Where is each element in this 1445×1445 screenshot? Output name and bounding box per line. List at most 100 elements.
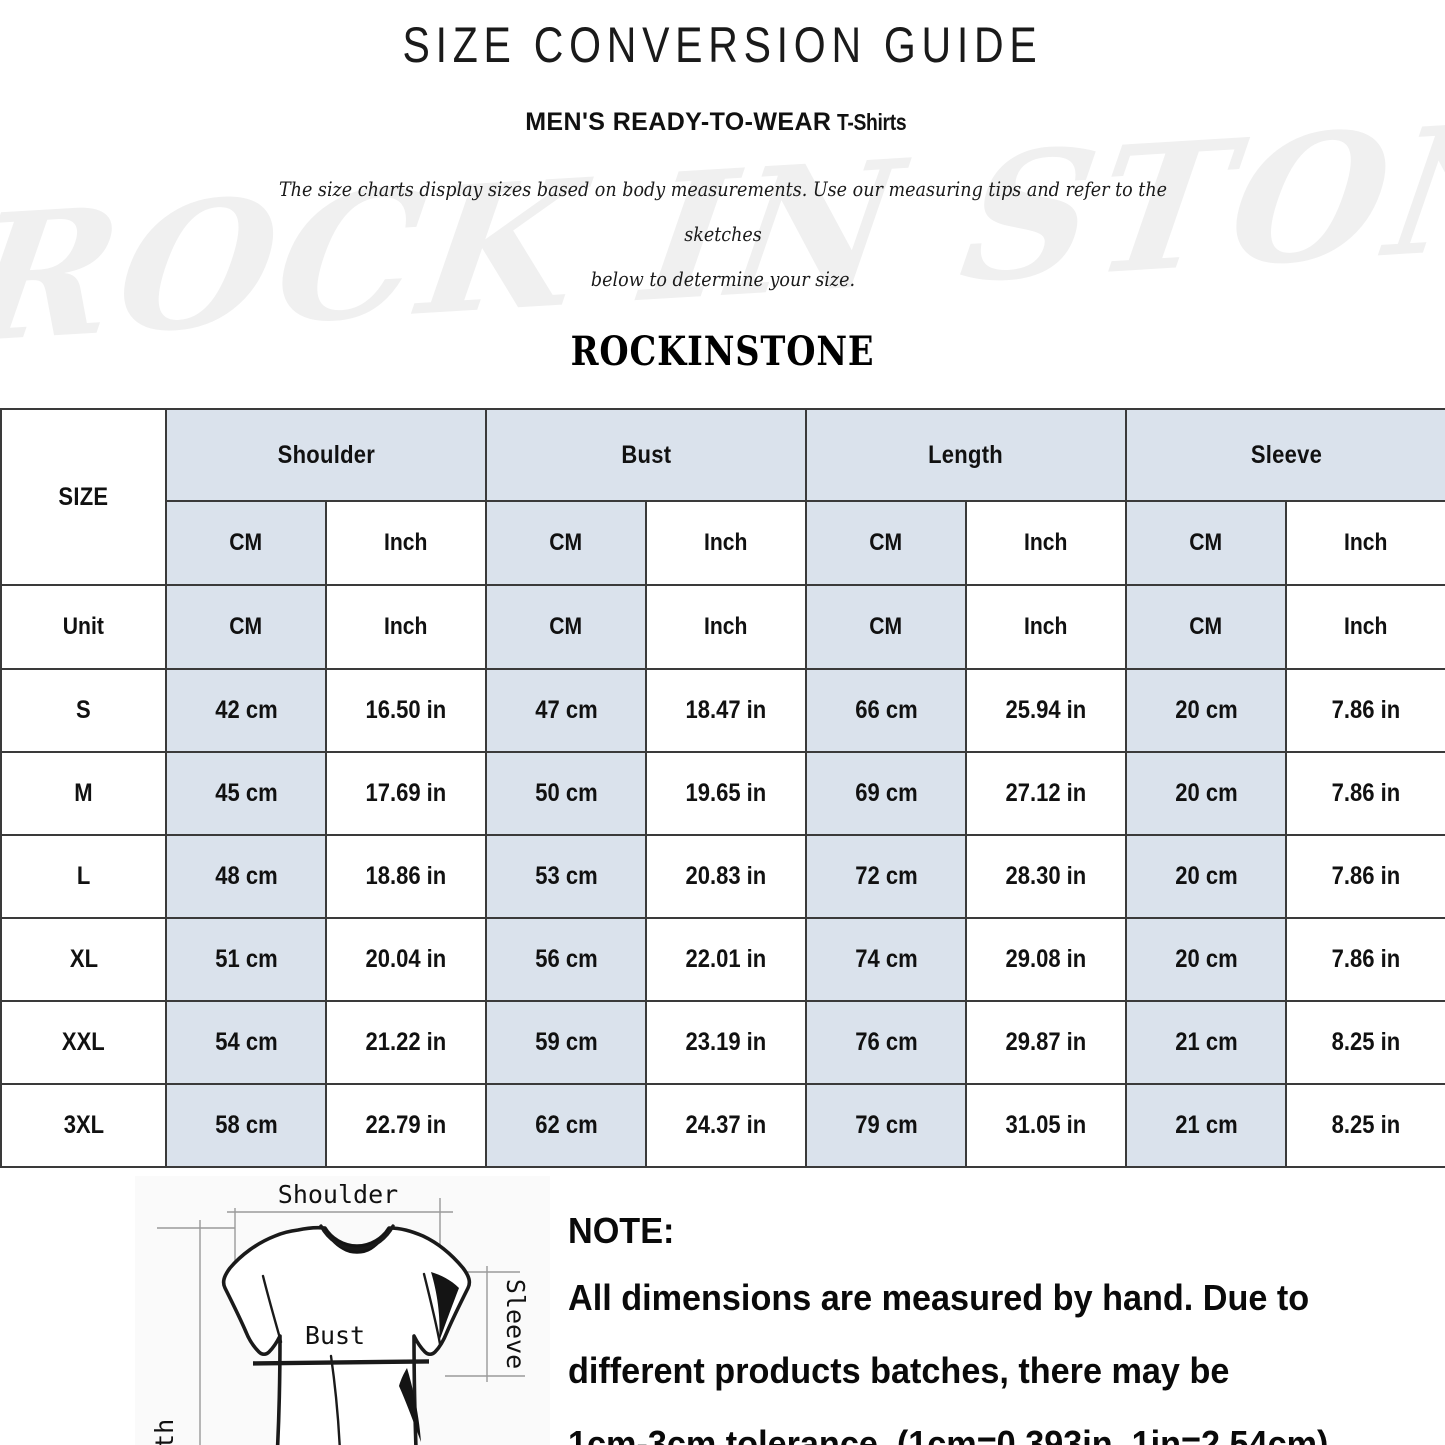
header-unit-shoulder-cm: CM (165, 500, 327, 586)
table-row: L 48 cm 18.86 in 53 cm 20.83 in 72 cm 28.30 in… (0, 834, 1445, 919)
cell-measure: 7.86 in (1285, 751, 1445, 836)
unit-sleeve-cm: CM (1125, 584, 1288, 670)
header-group-bust: Bust (484, 408, 808, 502)
header-group-length: Length (805, 408, 1128, 502)
header-unit-sleeve-cm: CM (1125, 500, 1288, 586)
cell-size: M (0, 751, 167, 836)
unit-bust-inch: Inch (644, 584, 808, 670)
brand-name: ROCKINSTONE (570, 328, 875, 375)
page-title: SIZE CONVERSION GUIDE (402, 17, 1043, 73)
table-row: M 45 cm 17.69 in 50 cm 19.65 in 69 cm 27.12 in… (0, 751, 1445, 836)
cell-measure: 28.30 in (965, 834, 1128, 919)
header-unit-shoulder-inch: Inch (325, 500, 487, 586)
cell-measure: 50 cm (485, 751, 647, 836)
cell-measure: 20 cm (1125, 917, 1288, 1002)
header-size: SIZE (0, 408, 167, 586)
cell-measure: 18.86 in (325, 834, 487, 919)
cell-measure: 20.04 in (325, 917, 487, 1002)
cell-measure: 18.47 in (644, 668, 808, 753)
figure-label-bust: Bust (305, 1321, 365, 1350)
cell-measure: 27.12 in (965, 751, 1128, 836)
cell-measure: 7.86 in (1285, 917, 1445, 1002)
description-line-2: below to determine your size. (590, 268, 855, 291)
note-line-2: different products batches, there may be (568, 1350, 1230, 1391)
cell-measure: 66 cm (805, 668, 968, 753)
cell-measure: 21.22 in (325, 1000, 487, 1085)
unit-length-cm: CM (805, 584, 968, 670)
cell-measure: 8.25 in (1285, 1083, 1445, 1168)
table-row: XL 51 cm 20.04 in 56 cm 22.01 in 74 cm 29.08 i… (0, 917, 1445, 1002)
cell-measure: 20 cm (1125, 668, 1288, 753)
cell-measure: 69 cm (805, 751, 968, 836)
cell-size: XL (0, 917, 167, 1002)
note-block: NOTE: All dimensions are measured by han… (568, 1201, 1398, 1445)
header-group-sleeve: Sleeve (1125, 408, 1445, 502)
header-unit-sleeve-inch: Inch (1285, 500, 1445, 586)
table-unit-label-row: Unit CM Inch CM Inch CM Inch CM Inch (0, 584, 1445, 670)
cell-measure: 29.87 in (965, 1000, 1128, 1085)
page-subtitle: MEN'S READY-TO-WEAR T-Shirts (0, 108, 1445, 137)
cell-measure: 76 cm (805, 1000, 968, 1085)
cell-measure: 24.37 in (644, 1083, 808, 1168)
cell-measure: 17.69 in (325, 751, 487, 836)
cell-measure: 54 cm (165, 1000, 327, 1085)
cell-measure: 53 cm (485, 834, 647, 919)
cell-measure: 16.50 in (325, 668, 487, 753)
cell-measure: 7.86 in (1285, 668, 1445, 753)
header-group-shoulder: Shoulder (165, 408, 487, 502)
subtitle-category: MEN'S READY-TO-WEAR (525, 108, 832, 136)
unit-length-inch: Inch (965, 584, 1128, 670)
cell-measure: 62 cm (485, 1083, 647, 1168)
unit-shoulder-inch: Inch (325, 584, 487, 670)
cell-measure: 20 cm (1125, 834, 1288, 919)
cell-measure: 31.05 in (965, 1083, 1128, 1168)
header-unit-bust-cm: CM (485, 500, 647, 586)
bottom-section: Shoulder Bust Length Sleeve NOTE: All di… (0, 1168, 1445, 1445)
page-description: The size charts display sizes based on b… (268, 167, 1177, 302)
table-body: S 42 cm 16.50 in 47 cm 18.47 in 66 cm 25.94 in… (0, 668, 1445, 1168)
cell-measure: 42 cm (165, 668, 327, 753)
cell-measure: 58 cm (165, 1083, 327, 1168)
unit-sleeve-inch: Inch (1285, 584, 1445, 670)
cell-measure: 29.08 in (965, 917, 1128, 1002)
tshirt-measurement-diagram: Shoulder Bust Length Sleeve (135, 1176, 550, 1445)
cell-size: L (0, 834, 167, 919)
cell-measure: 23.19 in (644, 1000, 808, 1085)
table-header-unit-row: CM Inch CM Inch CM Inch CM Inch (1, 500, 1445, 586)
description-line-1: The size charts display sizes based on b… (278, 178, 1167, 246)
figure-label-length: Length (150, 1419, 179, 1445)
note-heading: NOTE: (568, 1210, 675, 1251)
cell-measure: 79 cm (805, 1083, 968, 1168)
cell-measure: 21 cm (1125, 1083, 1288, 1168)
cell-measure: 22.01 in (644, 917, 808, 1002)
cell-measure: 21 cm (1125, 1000, 1288, 1085)
table-head: SIZE Shoulder Bust Length Sleeve CM Inch… (0, 408, 1445, 670)
cell-measure: 72 cm (805, 834, 968, 919)
cell-measure: 19.65 in (644, 751, 808, 836)
cell-measure: 8.25 in (1285, 1000, 1445, 1085)
table-row: 3XL 58 cm 22.79 in 62 cm 24.37 in 79 cm 31.05 … (0, 1083, 1445, 1168)
cell-measure: 48 cm (165, 834, 327, 919)
cell-measure: 56 cm (485, 917, 647, 1002)
table-row: XXL 54 cm 21.22 in 59 cm 23.19 in 76 cm 29.87 … (0, 1000, 1445, 1085)
header-unit-length-cm: CM (805, 500, 968, 586)
row-label-unit: Unit (0, 584, 167, 670)
cell-measure: 20.83 in (644, 834, 808, 919)
figure-label-sleeve: Sleeve (501, 1279, 530, 1369)
unit-bust-cm: CM (485, 584, 647, 670)
cell-size: XXL (0, 1000, 167, 1085)
note-line-3: 1cm-3cm tolerance. (1cm=0.393in, 1in=2.5… (568, 1423, 1329, 1445)
header-unit-bust-inch: Inch (644, 500, 808, 586)
subtitle-product: T-Shirts (837, 109, 907, 135)
cell-measure: 74 cm (805, 917, 968, 1002)
cell-measure: 51 cm (165, 917, 327, 1002)
header-unit-length-inch: Inch (965, 500, 1128, 586)
figure-label-shoulder: Shoulder (278, 1180, 398, 1209)
cell-measure: 47 cm (485, 668, 647, 753)
cell-measure: 22.79 in (325, 1083, 487, 1168)
cell-size: S (0, 668, 167, 753)
cell-measure: 25.94 in (965, 668, 1128, 753)
cell-measure: 45 cm (165, 751, 327, 836)
table-header-group-row: SIZE Shoulder Bust Length Sleeve (0, 408, 1445, 586)
